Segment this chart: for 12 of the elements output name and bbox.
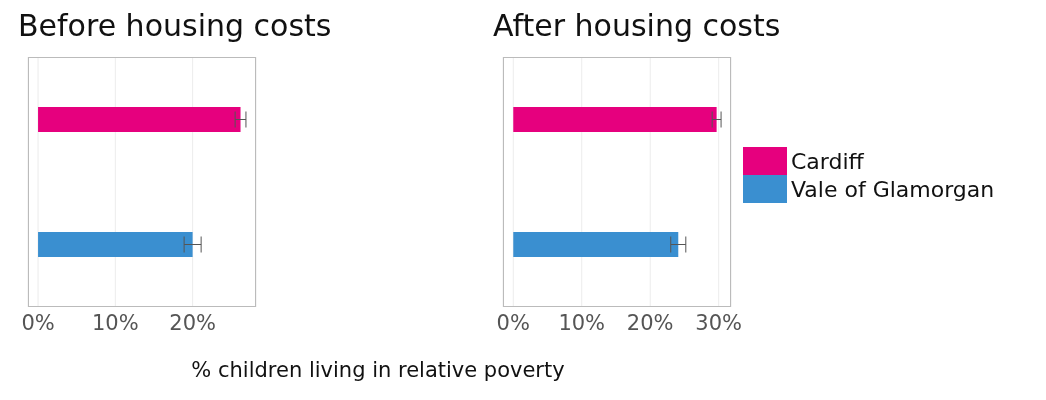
x-tick-label: 20%: [169, 310, 216, 335]
chart-title: After housing costs: [493, 8, 781, 45]
x-tick-label: 10%: [558, 310, 606, 335]
x-tick-label: 0%: [21, 310, 55, 335]
chart-title: Before housing costs: [18, 8, 332, 45]
x-tick-label: 10%: [91, 310, 139, 335]
legend-label: Vale of Glamorgan: [791, 176, 995, 202]
x-tick-label: 0%: [496, 310, 530, 335]
x-tick-label: 20%: [626, 310, 674, 335]
x-axis-title: % children living in relative poverty: [190, 358, 566, 382]
x-tick-label: 30%: [695, 310, 743, 335]
legend-label: Cardiff: [791, 148, 864, 174]
